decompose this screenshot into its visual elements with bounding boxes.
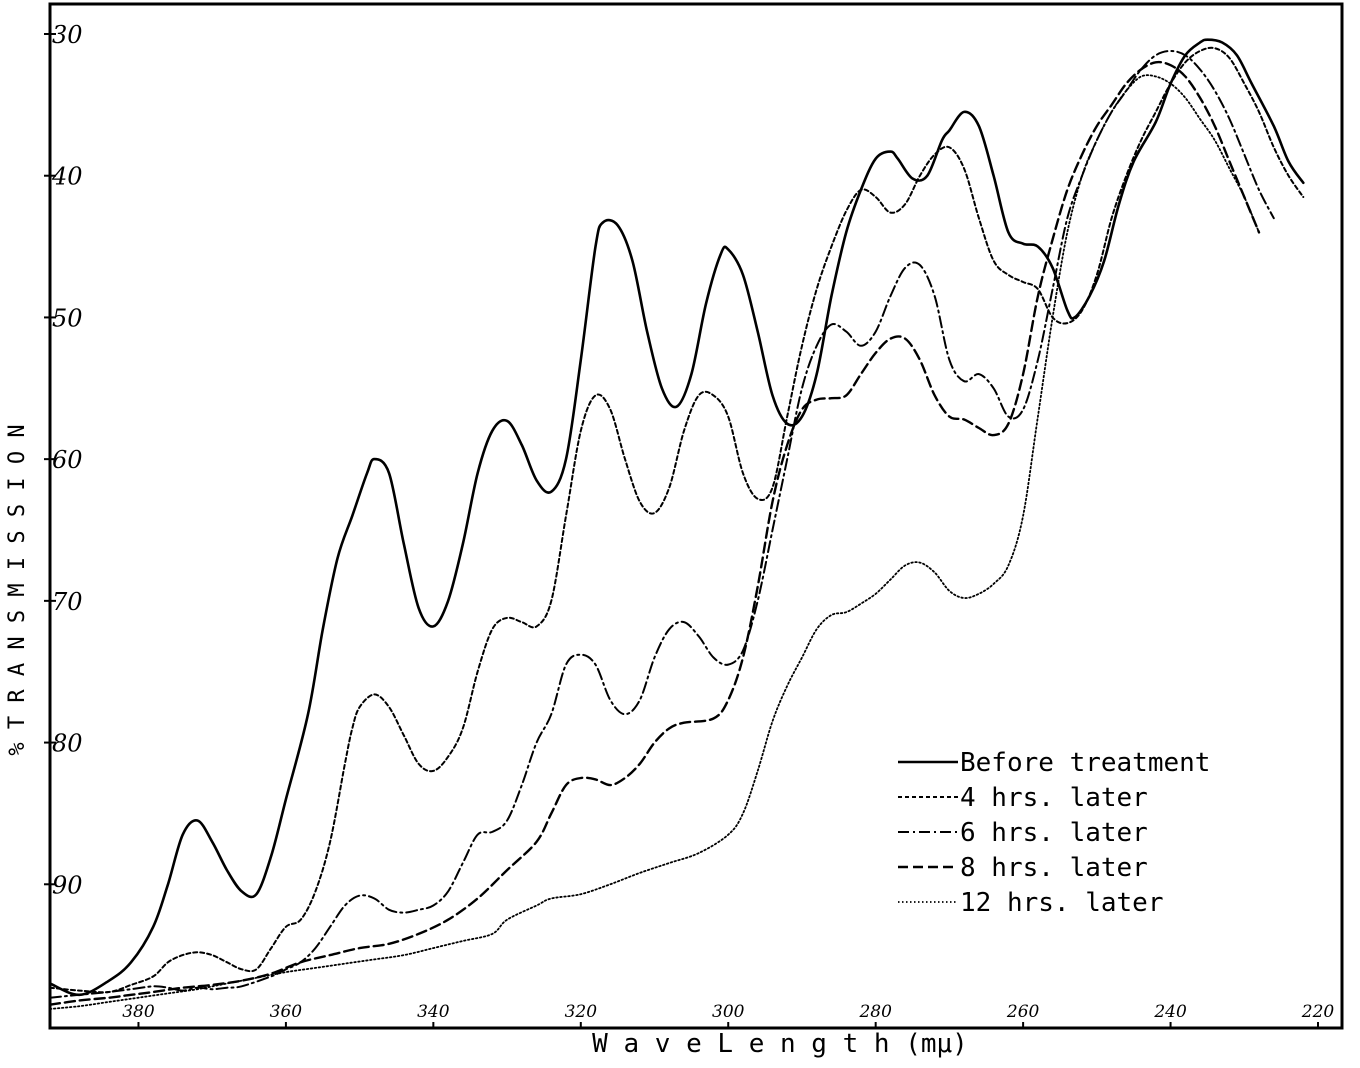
y-tick-label: 50 — [52, 304, 83, 332]
x-tick-label: 380 — [122, 1002, 155, 1022]
y-axis-ticks: 30 40 50 60 70 80 90 — [44, 21, 83, 899]
legend: Before treatment 4 hrs. later 6 hrs. later… — [898, 748, 1210, 918]
y-tick-label: 60 — [52, 446, 83, 474]
legend-label-1: 4 hrs. later — [960, 783, 1148, 813]
y-axis-title: % T R A N S M I S S I O N — [5, 424, 30, 755]
legend-label-0: Before treatment — [960, 748, 1210, 778]
y-tick-label: 30 — [52, 21, 83, 49]
x-tick-label: 340 — [417, 1002, 450, 1022]
series-line-3 — [48, 60, 1261, 1006]
series-line-0 — [48, 38, 1305, 997]
legend-label-2: 6 hrs. later — [960, 818, 1148, 848]
x-tick-label: 260 — [1006, 1002, 1040, 1022]
plot-frame — [48, 2, 1344, 1030]
x-axis-ticks: 380 360 340 320 300 280 260 240 220 — [122, 1002, 1334, 1028]
series-line-1 — [49, 46, 1305, 994]
x-tick-label: 360 — [270, 1002, 303, 1022]
x-tick-label: 280 — [858, 1002, 892, 1022]
y-tick-label: 70 — [52, 588, 83, 616]
y-tick-label: 80 — [52, 730, 83, 758]
x-tick-label: 220 — [1301, 1002, 1335, 1022]
series-lines — [48, 38, 1305, 1010]
legend-label-3: 8 hrs. later — [960, 853, 1148, 883]
x-axis-title: W a v e L e n g t h (mμ) — [592, 1029, 968, 1059]
x-tick-label: 240 — [1153, 1002, 1187, 1022]
legend-label-4: 12 hrs. later — [960, 888, 1164, 918]
y-tick-label: 40 — [51, 163, 83, 191]
x-tick-label: 320 — [565, 1002, 598, 1022]
y-tick-label: 90 — [52, 871, 83, 899]
series-line-4 — [49, 74, 1260, 1010]
x-tick-label: 300 — [712, 1002, 745, 1022]
